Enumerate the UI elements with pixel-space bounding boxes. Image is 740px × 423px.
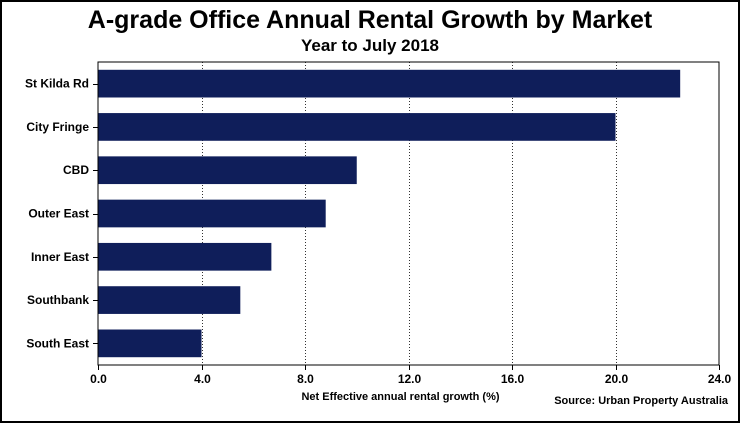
plot-area-border [97,61,720,366]
x-tick-label: 0.0 [90,372,107,386]
x-tick-label: 16.0 [501,372,525,386]
x-tick-label: 20.0 [605,372,629,386]
x-tick-label: 8.0 [297,372,314,386]
category-label: South East [26,336,89,350]
category-label: Outer East [28,207,89,221]
bar [98,286,241,314]
bar [98,113,616,141]
bar [98,242,272,271]
x-axis-title: Net Effective annual rental growth (%) [301,391,499,403]
category-labels: St Kilda Rd City Fringe CBD Outer East Inner… [25,77,89,351]
category-label: Southbank [27,293,89,307]
bar [98,199,326,228]
chart-title: A-grade Office Annual Rental Growth by M… [87,6,653,34]
bar [98,69,681,98]
category-label: St Kilda Rd [25,77,89,91]
x-tick-label: 24.0 [708,372,732,386]
x-tick-label: 4.0 [194,372,211,386]
bar [98,156,357,185]
axes [93,61,720,370]
grid-lines [202,62,617,365]
tick-labels: 0.0 4.0 8.0 12.0 16.0 20.0 24.0 [90,372,731,386]
bar [98,329,202,358]
category-label: CBD [63,163,89,177]
bars [98,69,681,358]
x-tick-label: 12.0 [398,372,422,386]
chart-subtitle: Year to July 2018 [301,36,439,55]
source-note: Source: Urban Property Australia [554,395,728,407]
category-label: City Fringe [26,120,89,134]
category-label: Inner East [31,250,89,264]
